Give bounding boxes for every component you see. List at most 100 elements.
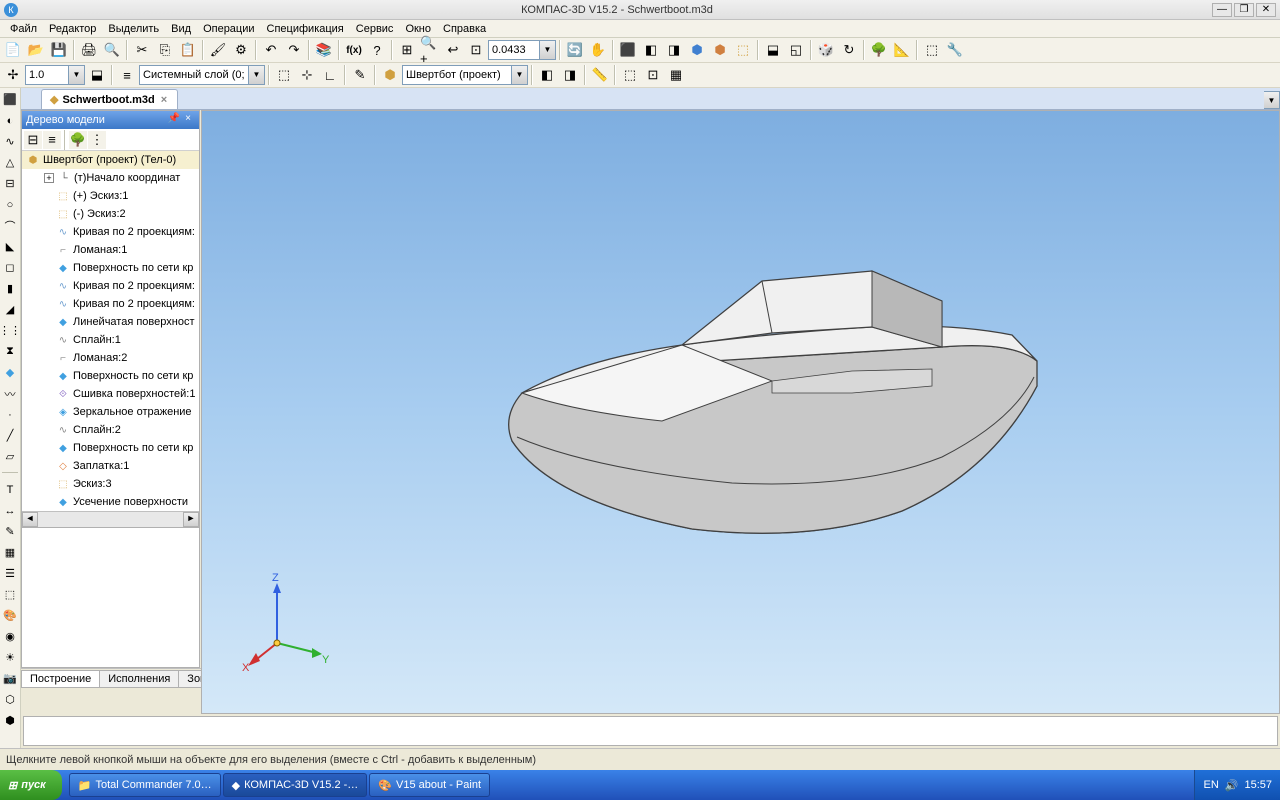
undo-button[interactable]: ↶ [260, 39, 282, 61]
op-color-icon[interactable]: 🎨 [1, 606, 20, 625]
tree-node[interactable]: ∿Сплайн:1 [22, 331, 199, 349]
cut-button[interactable]: ✂ [131, 39, 153, 61]
paste-button[interactable]: 📋 [177, 39, 199, 61]
op-plane-icon[interactable]: ▱ [1, 447, 20, 466]
tree-node[interactable]: ◆Усечение поверхности [22, 493, 199, 511]
menu-operations[interactable]: Операции [197, 23, 260, 35]
op-render-icon[interactable]: 📷 [1, 669, 20, 688]
shade-gouraud-icon[interactable]: ⬢ [709, 39, 731, 61]
3d-viewport[interactable]: Z Y X [201, 110, 1280, 714]
zoom-value-input[interactable] [488, 40, 540, 60]
properties-button[interactable]: ⚙ [230, 39, 252, 61]
copy-props-button[interactable]: 🖌 [207, 39, 229, 61]
tree-body[interactable]: ⬢ Швертбот (проект) (Тел-0) +└(т)Начало … [22, 151, 199, 511]
shade-hidden-icon[interactable]: ◧ [640, 39, 662, 61]
tree-pin-button[interactable]: 📌 [167, 113, 181, 127]
tree-node[interactable]: ◆Линейчатая поверхност [22, 313, 199, 331]
part-dropdown[interactable]: ▼ [512, 65, 528, 85]
op-point-icon[interactable]: · [1, 405, 20, 424]
op-cut-icon[interactable]: ⊟ [1, 174, 20, 193]
op-extrude-icon[interactable]: ⬛ [1, 90, 20, 109]
tree-tb1[interactable]: ⊟ [24, 131, 42, 149]
section-button[interactable]: ⬓ [762, 39, 784, 61]
scale-input[interactable] [25, 65, 69, 85]
menu-select[interactable]: Выделить [102, 23, 165, 35]
op-rib-icon[interactable]: ▮ [1, 279, 20, 298]
op-sweep-icon[interactable]: ∿ [1, 132, 20, 151]
op-loft-icon[interactable]: △ [1, 153, 20, 172]
tool-extra3[interactable]: 🔧 [944, 39, 966, 61]
menu-view[interactable]: Вид [165, 23, 197, 35]
tree-node[interactable]: ⌐Ломаная:2 [22, 349, 199, 367]
op-surface-icon[interactable]: ◆ [1, 363, 20, 382]
op-note-icon[interactable]: ✎ [1, 522, 20, 541]
layer-dropdown[interactable]: ▼ [249, 65, 265, 85]
save-button[interactable]: 💾 [48, 39, 70, 61]
tree-node[interactable]: ⬚(-) Эскиз:2 [22, 205, 199, 223]
minimize-button[interactable]: — [1212, 3, 1232, 17]
op-curve-icon[interactable]: 〰 [1, 384, 20, 403]
op-light-icon[interactable]: ☀ [1, 648, 20, 667]
plane1-button[interactable]: ◧ [536, 64, 558, 86]
tree-root[interactable]: ⬢ Швертбот (проект) (Тел-0) [22, 151, 199, 169]
op-extra2-icon[interactable]: ⬢ [1, 711, 20, 730]
tree-tab-exec[interactable]: Исполнения [99, 670, 179, 688]
shade-solid-icon[interactable]: ⬢ [686, 39, 708, 61]
op-style-icon[interactable]: ⬚ [1, 585, 20, 604]
menu-file[interactable]: Файл [4, 23, 43, 35]
menu-edit[interactable]: Редактор [43, 23, 102, 35]
rebuild-button[interactable]: ↻ [838, 39, 860, 61]
rotate-button[interactable]: 🔄 [564, 39, 586, 61]
op-chamfer-icon[interactable]: ◣ [1, 237, 20, 256]
tree-tb4[interactable]: ⋮ [88, 131, 106, 149]
style-button[interactable]: ⬓ [86, 64, 108, 86]
tree-tb2[interactable]: ≡ [43, 131, 61, 149]
zoom-fit-button[interactable]: ⊡ [465, 39, 487, 61]
op-extra1-icon[interactable]: ⬡ [1, 690, 20, 709]
preview-button[interactable]: 🔍 [101, 39, 123, 61]
zoom-dropdown[interactable]: ▼ [540, 40, 556, 60]
op-revolve-icon[interactable]: ◐ [1, 111, 20, 130]
op-bom-icon[interactable]: ☰ [1, 564, 20, 583]
scale-dropdown[interactable]: ▼ [69, 65, 85, 85]
simplify-button[interactable]: ◱ [785, 39, 807, 61]
sketch-button[interactable]: ✎ [349, 64, 371, 86]
tree-node[interactable]: ◈Зеркальное отражение [22, 403, 199, 421]
new-button[interactable]: 📄 [2, 39, 24, 61]
zoom-window-button[interactable]: ⊞ [396, 39, 418, 61]
tree-node[interactable]: ⬚(+) Эскиз:1 [22, 187, 199, 205]
tree-tab-build[interactable]: Построение [21, 670, 100, 688]
doc-tabs-more[interactable]: ▼ [1264, 91, 1280, 109]
help-button[interactable]: ? [366, 39, 388, 61]
taskbar-item-1[interactable]: 📁Total Commander 7.0… [69, 773, 221, 797]
system-tray[interactable]: EN 🔊 15:57 [1194, 770, 1280, 800]
op-table-icon[interactable]: ▦ [1, 543, 20, 562]
tree-node[interactable]: +└(т)Начало координат [22, 169, 199, 187]
perspective-button[interactable]: ⬚ [732, 39, 754, 61]
command-area[interactable] [23, 716, 1278, 746]
tree-node[interactable]: ◇Заплатка:1 [22, 457, 199, 475]
pan-button[interactable]: ✋ [587, 39, 609, 61]
shade-nohidden-icon[interactable]: ◨ [663, 39, 685, 61]
snap-button[interactable]: ⊹ [296, 64, 318, 86]
copy-button[interactable]: ⎘ [154, 39, 176, 61]
tray-icon1[interactable]: 🔊 [1225, 779, 1239, 792]
op-draft-icon[interactable]: ◢ [1, 300, 20, 319]
tree-node[interactable]: ◆Поверхность по сети кр [22, 259, 199, 277]
extra-b[interactable]: ⊡ [642, 64, 664, 86]
start-button[interactable]: ⊞пуск [0, 770, 62, 800]
tree-node[interactable]: ∿Сплайн:2 [22, 421, 199, 439]
print-button[interactable]: 🖨 [78, 39, 100, 61]
orientation-button[interactable]: 🎲 [815, 39, 837, 61]
variables-button[interactable]: f(x) [343, 39, 365, 61]
tree-node[interactable]: ∿Кривая по 2 проекциям: [22, 223, 199, 241]
zoom-in-button[interactable]: 🔍+ [419, 39, 441, 61]
tree-close-button[interactable]: × [181, 113, 195, 127]
tool-extra1[interactable]: 📐 [891, 39, 913, 61]
part-combo[interactable] [402, 65, 512, 85]
tree-node[interactable]: ∿Кривая по 2 проекциям: [22, 295, 199, 313]
op-fillet-icon[interactable]: ⌒ [1, 216, 20, 235]
op-mirror-icon[interactable]: ⧗ [1, 342, 20, 361]
redo-button[interactable]: ↷ [283, 39, 305, 61]
op-dim-icon[interactable]: ↔ [1, 501, 20, 520]
